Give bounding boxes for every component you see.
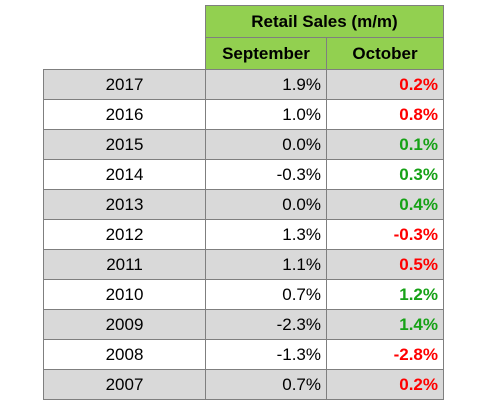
title-row: Retail Sales (m/m): [44, 5, 444, 38]
october-value: -2.8%: [326, 339, 444, 370]
year-cell: 2012: [43, 219, 206, 250]
october-value: 1.4%: [326, 309, 444, 340]
september-value: -2.3%: [205, 309, 327, 340]
year-cell: 2014: [43, 159, 206, 190]
column-header-row: September October: [44, 37, 444, 70]
year-cell: 2013: [43, 189, 206, 220]
year-cell: 2010: [43, 279, 206, 310]
table-row: 2012 1.3% -0.3%: [43, 219, 444, 250]
table-title: Retail Sales (m/m): [205, 5, 444, 38]
september-value: 1.1%: [205, 249, 327, 280]
october-value: 0.2%: [326, 369, 444, 400]
september-value: 0.0%: [205, 129, 327, 160]
table-row: 2011 1.1% 0.5%: [43, 249, 444, 280]
table-row: 2016 1.0% 0.8%: [43, 99, 444, 130]
october-value: 0.5%: [326, 249, 444, 280]
corner-cell: [44, 6, 206, 38]
october-value: -0.3%: [326, 219, 444, 250]
year-cell: 2016: [43, 99, 206, 130]
september-value: 1.9%: [205, 69, 327, 100]
september-value: 1.0%: [205, 99, 327, 130]
october-value: 0.8%: [326, 99, 444, 130]
year-cell: 2011: [43, 249, 206, 280]
corner-cell: [44, 38, 206, 70]
year-cell: 2015: [43, 129, 206, 160]
september-value: -1.3%: [205, 339, 327, 370]
october-value: 0.3%: [326, 159, 444, 190]
october-value: 0.1%: [326, 129, 444, 160]
table-row: 2010 0.7% 1.2%: [43, 279, 444, 310]
september-value: 0.7%: [205, 369, 327, 400]
column-header-september: September: [205, 37, 327, 70]
retail-sales-table: Retail Sales (m/m) September October 201…: [43, 5, 444, 400]
table-row: 2009 -2.3% 1.4%: [43, 309, 444, 340]
table-row: 2017 1.9% 0.2%: [43, 69, 444, 100]
september-value: 1.3%: [205, 219, 327, 250]
year-cell: 2009: [43, 309, 206, 340]
year-cell: 2008: [43, 339, 206, 370]
october-value: 0.2%: [326, 69, 444, 100]
table-row: 2013 0.0% 0.4%: [43, 189, 444, 220]
column-header-october: October: [326, 37, 444, 70]
year-cell: 2017: [43, 69, 206, 100]
october-value: 1.2%: [326, 279, 444, 310]
table-row: 2007 0.7% 0.2%: [43, 369, 444, 400]
year-cell: 2007: [43, 369, 206, 400]
september-value: 0.7%: [205, 279, 327, 310]
table-row: 2015 0.0% 0.1%: [43, 129, 444, 160]
october-value: 0.4%: [326, 189, 444, 220]
september-value: -0.3%: [205, 159, 327, 190]
table-row: 2008 -1.3% -2.8%: [43, 339, 444, 370]
table-row: 2014 -0.3% 0.3%: [43, 159, 444, 190]
september-value: 0.0%: [205, 189, 327, 220]
